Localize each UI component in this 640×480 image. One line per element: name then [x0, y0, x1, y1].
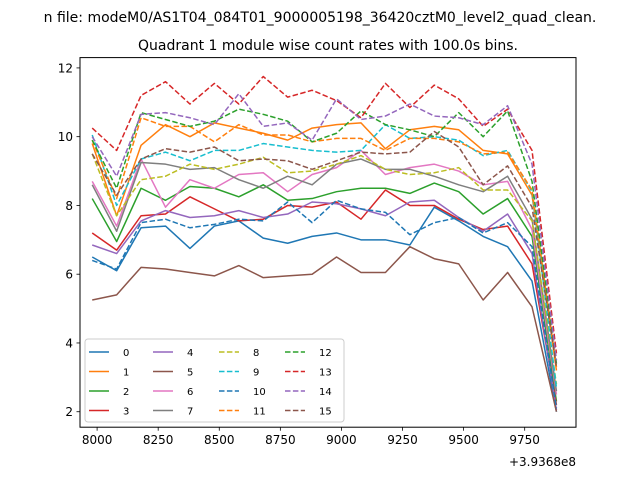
legend-label-12: 12: [319, 348, 332, 359]
legend-label-11: 11: [253, 407, 266, 418]
x-axis-offset-label: +3.9368e8: [509, 455, 576, 469]
legend-label-14: 14: [319, 387, 332, 398]
chart-title: Quadrant 1 module wise count rates with …: [138, 38, 518, 54]
series-line-15: [91, 130, 558, 368]
series-line-9: [91, 123, 558, 388]
legend-label-15: 15: [319, 407, 332, 418]
x-tick-label: 9750: [509, 433, 540, 447]
legend-frame: [84, 338, 345, 423]
legend-label-13: 13: [319, 368, 332, 379]
x-tick-label: 8750: [265, 433, 296, 447]
y-tick-label: 8: [65, 199, 73, 213]
x-tick-label: 9500: [448, 433, 479, 447]
series-line-13: [91, 75, 558, 354]
series-line-4: [91, 199, 558, 411]
x-tick-label: 8000: [82, 433, 113, 447]
legend-label-6: 6: [187, 387, 193, 398]
legend-label-8: 8: [253, 348, 259, 359]
legend-label-1: 1: [123, 368, 129, 379]
legend-label-5: 5: [187, 368, 193, 379]
y-tick-label: 4: [65, 336, 73, 350]
legend-label-10: 10: [253, 387, 266, 398]
plot-frame: [79, 57, 577, 428]
series-line-10: [91, 199, 558, 409]
y-axis: 2 4 6 8 10 12: [58, 61, 80, 419]
x-tick-label: 8250: [143, 433, 174, 447]
y-tick-label: 10: [58, 130, 73, 144]
legend-label-4: 4: [187, 348, 193, 359]
series-layer: [91, 75, 558, 412]
x-tick-label: 9250: [387, 433, 418, 447]
legend-label-0: 0: [123, 348, 129, 359]
series-line-7: [91, 158, 558, 392]
series-line-0: [91, 206, 558, 412]
legend-label-2: 2: [123, 387, 129, 398]
y-tick-label: 12: [58, 61, 73, 75]
x-axis: 8000 8250 8500 8750 9000 9250 9500 9750: [82, 427, 540, 447]
series-line-11: [91, 117, 558, 368]
series-line-5: [92, 245, 558, 412]
legend-label-9: 9: [253, 368, 259, 379]
series-line-2: [91, 182, 558, 402]
x-tick-label: 9000: [326, 433, 357, 447]
y-tick-label: 2: [65, 405, 73, 419]
series-line-8: [91, 153, 558, 385]
y-tick-label: 6: [65, 268, 73, 282]
x-tick-label: 8500: [204, 433, 235, 447]
legend-label-3: 3: [123, 407, 129, 418]
legend-label-7: 7: [187, 407, 193, 418]
series-line-6: [91, 149, 558, 395]
series-line-12: [91, 108, 558, 364]
figure-suptitle: n file: modeM0/AS1T04_084T01_9000005198_…: [44, 10, 597, 26]
